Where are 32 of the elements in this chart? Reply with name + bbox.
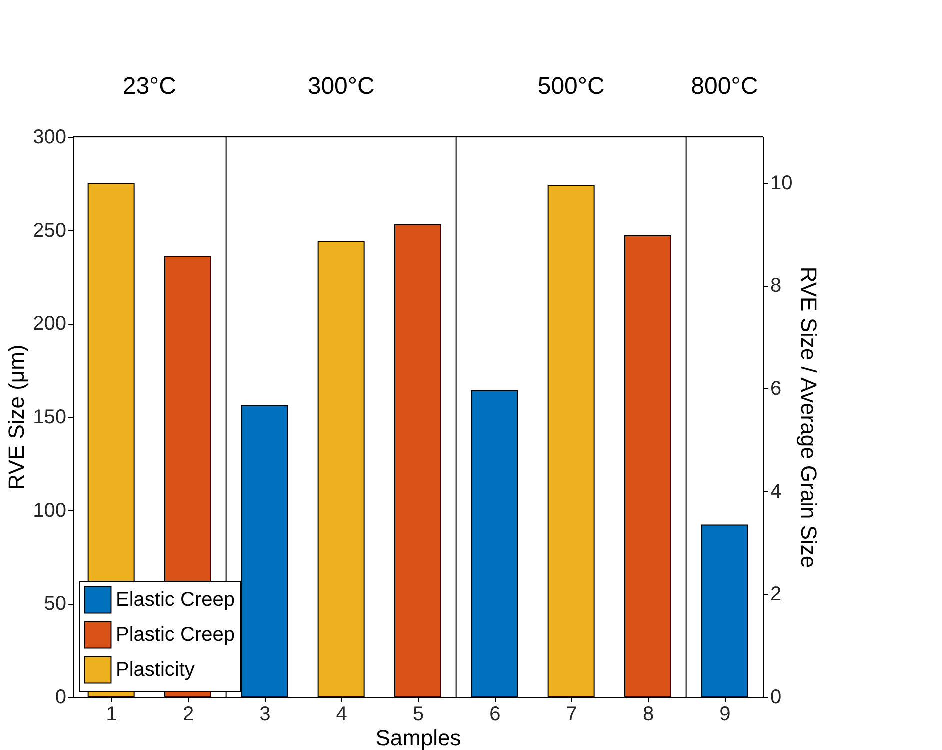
text: 500°C xyxy=(538,73,605,100)
x-tick-label: 3 xyxy=(260,704,271,726)
y2-tick-label: 2 xyxy=(770,584,782,606)
y-tick-label: 200 xyxy=(33,313,66,336)
y2-tick-label: 8 xyxy=(770,275,782,298)
x-tick-label: 2 xyxy=(182,704,194,726)
y-tick-label: 150 xyxy=(33,406,66,428)
y2-tick-label: 10 xyxy=(770,172,793,194)
x-tick-label: 8 xyxy=(642,704,654,726)
y-tick-label: 0 xyxy=(55,686,66,708)
legend-label: Plasticity xyxy=(116,659,195,681)
x-tick-label: 9 xyxy=(720,704,731,726)
y2-tick-label: 6 xyxy=(770,378,782,400)
y-tick-label: 100 xyxy=(33,500,66,522)
legend-label: Elastic Creep xyxy=(116,589,235,611)
text: 23°C xyxy=(122,73,176,100)
x-tick-label: 4 xyxy=(336,704,348,726)
y-tick-label: 300 xyxy=(33,126,66,148)
x-tick-label: 1 xyxy=(106,704,118,726)
y2-axis-title: RVE Size / Average Grain Size xyxy=(796,266,822,568)
y-tick-label: 250 xyxy=(33,220,66,242)
y-tick-label: 50 xyxy=(44,593,66,616)
legend-label: Plastic Creep xyxy=(116,624,235,646)
y2-tick-label: 0 xyxy=(770,686,782,708)
x-tick-label: 6 xyxy=(490,704,501,726)
x-axis-title: Samples xyxy=(376,726,462,750)
text: 300°C xyxy=(308,73,375,100)
x-tick-label: 7 xyxy=(566,704,578,726)
y2-tick-label: 4 xyxy=(770,480,782,503)
y-axis-title: RVE Size (μm) xyxy=(4,344,30,490)
x-tick-label: 5 xyxy=(412,704,424,726)
text: 800°C xyxy=(691,73,758,100)
